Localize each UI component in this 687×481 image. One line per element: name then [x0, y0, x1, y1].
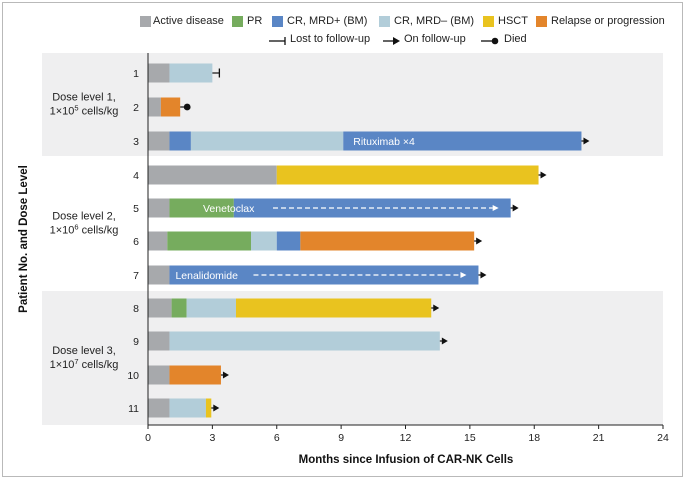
segment-relapse — [169, 365, 221, 385]
legend-label-relapse: Relapse or progression — [551, 15, 665, 27]
legend-label-on: On follow-up — [404, 33, 466, 45]
segment-active — [148, 131, 170, 151]
patient-label: 9 — [133, 336, 139, 348]
legend-label-died: Died — [504, 33, 527, 45]
segment-crneg — [186, 298, 236, 318]
on-follow-up-arrow-icon — [480, 271, 487, 279]
x-tick-label: 15 — [464, 432, 476, 444]
legend-swatch-pr — [232, 16, 243, 27]
segment-pr — [169, 198, 234, 218]
segment-crneg — [169, 63, 213, 83]
legend-swatch-hsct — [483, 16, 494, 27]
therapy-annotation: Venetoclax — [203, 203, 255, 215]
y-axis-title: Patient No. and Dose Level — [18, 165, 30, 313]
therapy-arrow-icon — [460, 272, 467, 278]
legend-swatch-crpos — [272, 16, 283, 27]
axes: 0 3 6 9 12 15 18 21 24 — [145, 53, 669, 444]
x-tick-label: 21 — [593, 432, 605, 444]
therapy-arrow-icon — [492, 205, 499, 211]
patient-label: 1 — [133, 68, 139, 80]
segment-relapse — [160, 97, 181, 117]
x-tick-label: 24 — [657, 432, 669, 444]
legend-label-lost: Lost to follow-up — [290, 33, 371, 45]
patient-label: 6 — [133, 236, 139, 248]
x-tick-label: 12 — [400, 432, 412, 444]
legend-swatch-active — [140, 16, 151, 27]
legend-label-hsct: HSCT — [498, 15, 528, 27]
patient-label: 7 — [133, 270, 139, 282]
patient-bars: 1 2 3 Rituximab ×4 4 5 Venetoclax 6 7 Lenalidomid… — [127, 63, 590, 418]
x-tick-label: 18 — [528, 432, 540, 444]
segment-active — [148, 398, 170, 418]
segment-pr — [171, 298, 187, 318]
segment-crpos — [276, 231, 301, 251]
segment-crpos — [343, 131, 582, 151]
segment-crpos — [169, 131, 191, 151]
group-label-line2: 1×105 cells/kg — [50, 104, 119, 118]
segment-active — [148, 198, 170, 218]
legend-swatch-crneg — [379, 16, 390, 27]
on-follow-up-arrow-icon — [583, 137, 590, 145]
segment-active — [148, 265, 170, 285]
on-follow-up-arrow-icon — [222, 371, 229, 379]
on-follow-up-arrow-icon — [213, 404, 220, 412]
died-icon — [183, 103, 191, 111]
legend-label-active: Active disease — [153, 15, 224, 27]
patient-label: 4 — [133, 170, 139, 182]
on-follow-up-arrow-icon — [512, 204, 519, 212]
segment-active — [148, 63, 170, 83]
segment-crneg — [251, 231, 277, 251]
segment-hsct — [276, 165, 539, 185]
x-tick-label: 6 — [274, 432, 280, 444]
group-label-line1: Dose level 3, — [52, 345, 116, 357]
patient-label: 3 — [133, 136, 139, 148]
segment-active — [148, 165, 277, 185]
figure-frame — [2, 2, 683, 477]
legend-label-crneg: CR, MRD– (BM) — [394, 15, 475, 27]
segment-active — [148, 365, 170, 385]
patient-label: 2 — [133, 102, 139, 114]
segment-active — [148, 97, 161, 117]
therapy-annotation: Lenalidomide — [175, 270, 238, 282]
on-follow-up-arrow-icon — [540, 171, 547, 179]
x-tick-label: 9 — [338, 432, 344, 444]
therapy-annotation: Rituximab ×4 — [353, 136, 415, 148]
x-axis-title: Months since Infusion of CAR-NK Cells — [299, 454, 514, 466]
segment-hsct — [205, 398, 212, 418]
patient-label: 10 — [127, 370, 139, 382]
segment-relapse — [300, 231, 475, 251]
group-label-line2: 1×107 cells/kg — [50, 357, 119, 371]
x-tick-label: 3 — [209, 432, 215, 444]
group-label-line1: Dose level 2, — [52, 211, 116, 223]
on-follow-up-arrow-icon — [476, 237, 483, 245]
patient-label: 5 — [133, 203, 139, 215]
segment-active — [148, 231, 168, 251]
legend-label-crpos: CR, MRD+ (BM) — [287, 15, 368, 27]
group-label-line2: 1×106 cells/kg — [50, 223, 119, 237]
legend-label-pr: PR — [247, 15, 263, 27]
segment-crneg — [169, 331, 440, 351]
legend-swatch-relapse — [536, 16, 547, 27]
patient-label: 11 — [128, 403, 139, 415]
segment-crneg — [190, 131, 344, 151]
x-tick-label: 0 — [145, 432, 151, 444]
legend-lost-icon — [269, 37, 286, 45]
patient-label: 8 — [133, 303, 139, 315]
segment-crneg — [169, 398, 206, 418]
group-label-line1: Dose level 1, — [52, 92, 116, 104]
segment-hsct — [235, 298, 432, 318]
on-follow-up-arrow-icon — [441, 337, 448, 345]
legend-on-followup-icon — [383, 37, 400, 45]
segment-active — [148, 298, 172, 318]
on-follow-up-arrow-icon — [433, 304, 440, 312]
segment-active — [148, 331, 170, 351]
legend-died-icon — [481, 37, 499, 45]
segment-pr — [167, 231, 251, 251]
segment-crpos — [169, 265, 479, 285]
